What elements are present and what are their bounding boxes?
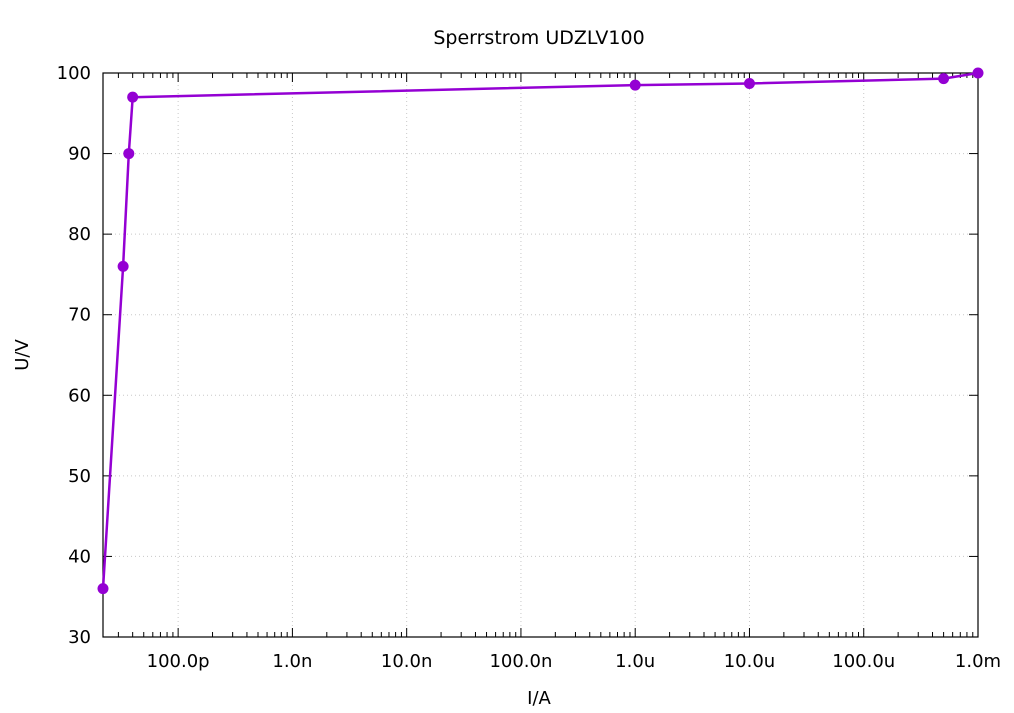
data-point [938,73,950,85]
x-axis-label: I/A [527,688,551,709]
axis-ticks [103,72,979,638]
series-group [97,67,984,595]
x-tick-label: 1.0m [955,651,1001,672]
y-tick-label: 80 [68,224,91,245]
data-point [972,67,984,79]
plot-frame [102,72,979,638]
x-tick-label: 1.0n [272,651,312,672]
data-point [127,91,139,103]
data-point [97,583,109,595]
y-tick-label: 50 [68,466,91,487]
y-tick-label: 30 [68,627,91,648]
x-tick-label: 100.0u [832,651,895,672]
x-tick-label: 1.0u [615,651,655,672]
y-tick-label: 100 [57,63,91,84]
y-tick-label: 40 [68,546,91,567]
x-tick-label: 100.0n [489,651,552,672]
y-tick-label: 70 [68,305,91,326]
x-tick-label: 10.0u [724,651,776,672]
data-point [743,77,755,89]
series-line [101,71,979,589]
x-tick-label: 100.0p [147,651,210,672]
grid-lines [103,72,979,638]
y-axis-label: U/V [12,339,33,371]
data-point [629,79,641,91]
x-tick-labels: 100.0p 1.0n 10.0n 100.0n 1.0u 10.0u 100.0u 1.0m [147,651,1001,672]
y-tick-labels: 30 40 50 60 70 80 90 100 [57,63,91,648]
y-tick-label: 90 [68,144,91,165]
data-point [117,260,129,272]
chart-title: Sperrstrom UDZLV100 [433,27,644,49]
x-tick-label: 10.0n [381,651,433,672]
y-tick-label: 60 [68,385,91,406]
data-point [123,148,135,160]
